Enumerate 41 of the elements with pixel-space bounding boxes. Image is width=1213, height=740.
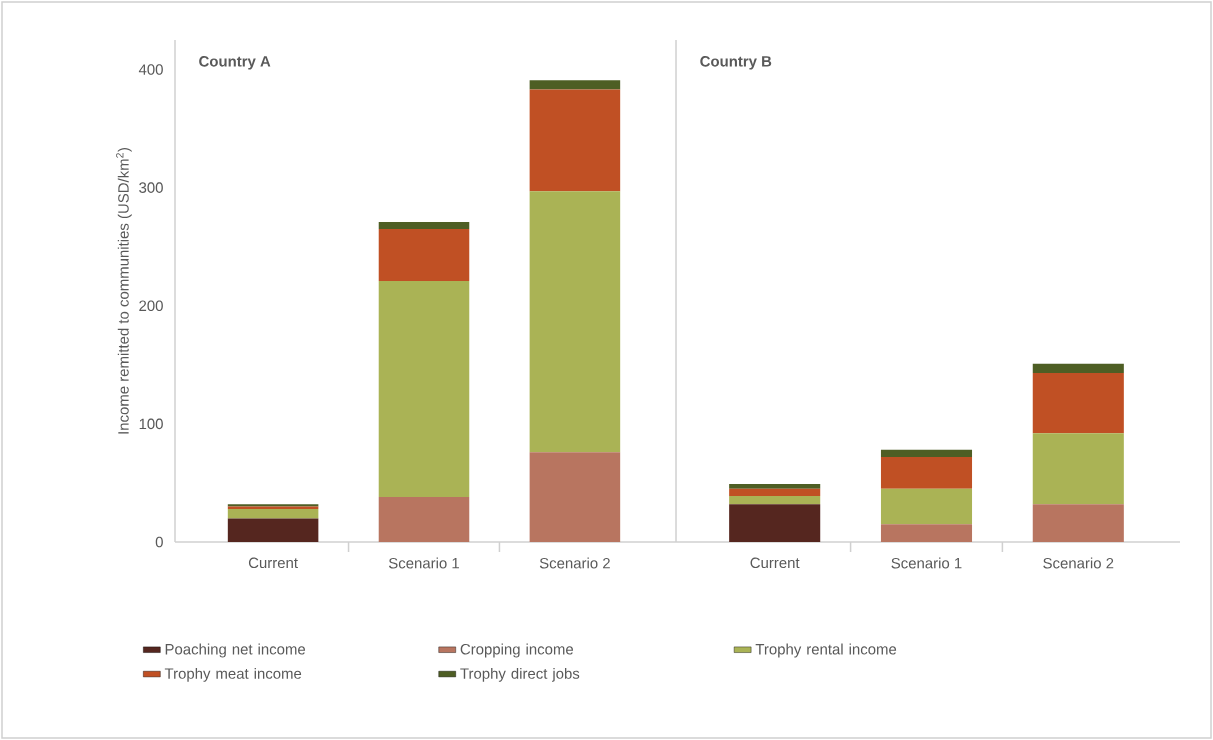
bar (529, 80, 621, 90)
y-tick-label: 200 (139, 300, 163, 312)
legend-label: Cropping income (460, 643, 574, 658)
bar (378, 280, 470, 498)
bar (227, 518, 319, 542)
bar (1032, 363, 1124, 374)
y-tick-label: 100 (139, 418, 163, 430)
legend-label: Trophy meat income (164, 667, 302, 682)
text: Country A (199, 56, 271, 70)
bar (529, 452, 621, 542)
y-axis-title: Income remitted to communities (USD/km$^{2}$) (116, 148, 132, 434)
bar (1032, 504, 1124, 542)
bar (227, 508, 319, 519)
bar (880, 449, 973, 457)
x-tick-label: Current (248, 557, 298, 569)
bar (529, 191, 621, 453)
bar (378, 228, 470, 281)
bar (378, 497, 470, 542)
y-tick-label: 0 (155, 536, 163, 548)
x-tick-label: Scenario 1 (388, 557, 459, 569)
bar (729, 504, 821, 542)
bar (378, 221, 470, 229)
bar (1032, 433, 1124, 505)
legend-label: Trophy direct jobs (460, 667, 580, 682)
y-tick-label: 300 (139, 182, 163, 193)
x-tick-label: Current (750, 557, 800, 569)
bar (729, 484, 821, 489)
bar (529, 89, 621, 192)
x-tick-label: Scenario 2 (1043, 557, 1114, 569)
x-tick-label: Scenario 2 (539, 557, 610, 569)
x-tick-label: Scenario 1 (891, 557, 962, 569)
bar (880, 488, 973, 525)
text: Country B (700, 56, 772, 70)
legend-label: Poaching net income (165, 643, 306, 658)
legend-label: Trophy rental income (755, 643, 897, 658)
bar (880, 524, 973, 542)
bar (880, 456, 973, 489)
bar (729, 488, 821, 496)
bar (1032, 373, 1124, 434)
bar (729, 495, 821, 505)
y-tick-label: 400 (138, 64, 163, 75)
